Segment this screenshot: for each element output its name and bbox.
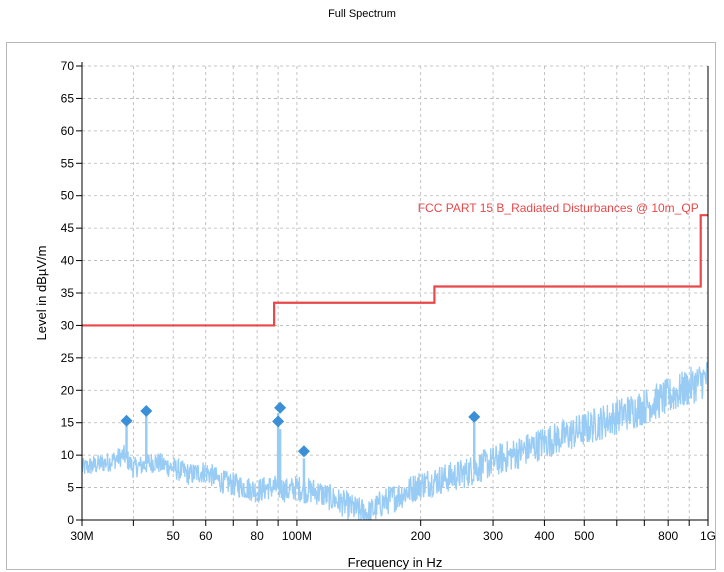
x-tick-label: 50 — [167, 529, 181, 543]
y-tick-label: 20 — [61, 383, 75, 397]
x-tick-label: 300 — [483, 529, 503, 543]
limit-line-group — [82, 214, 708, 327]
limit-line — [82, 214, 708, 327]
y-tick-label: 10 — [61, 448, 75, 462]
axes: 0 5 10 15 20 25 30 35 40 45 50 55 60 65 70 30M 50 60 80 100… — [61, 59, 716, 543]
peak-marker — [274, 401, 287, 414]
y-tick-label: 45 — [61, 221, 75, 235]
peak-marker — [468, 410, 481, 423]
y-tick-label: 35 — [61, 286, 75, 300]
peak-marker — [297, 445, 310, 458]
y-tick-label: 0 — [67, 513, 74, 527]
y-tick-label: 65 — [61, 91, 75, 105]
x-tick-label: 60 — [199, 529, 213, 543]
peak-marker — [140, 405, 153, 418]
x-tick-label: 500 — [574, 529, 594, 543]
y-tick-label: 30 — [61, 318, 75, 332]
x-tick-label: 800 — [658, 529, 678, 543]
spectrum-trace-group — [81, 362, 709, 521]
y-tick-label: 55 — [61, 156, 75, 170]
y-tick-label: 25 — [61, 351, 75, 365]
x-tick-label: 200 — [411, 529, 431, 543]
y-tick-label: 5 — [67, 481, 74, 495]
marker-group — [120, 401, 481, 458]
y-axis-title: Level in dBµV/m — [34, 246, 49, 341]
grid — [82, 65, 708, 520]
y-tick-label: 60 — [61, 124, 75, 138]
limit-line-label: FCC PART 15 B_Radiated Disturbances @ 10… — [418, 201, 699, 215]
x-tick-label: 1G — [700, 529, 716, 543]
x-tick-label: 100M — [282, 529, 312, 543]
chart-title: Full Spectrum — [328, 8, 396, 20]
y-tick-label: 15 — [61, 416, 75, 430]
x-axis-title: Frequency in Hz — [348, 555, 443, 570]
spectrum-trace — [81, 362, 709, 521]
peak-marker — [120, 414, 133, 427]
x-tick-label: 80 — [250, 529, 264, 543]
y-tick-label: 40 — [61, 254, 75, 268]
chart-frame — [6, 42, 716, 570]
y-tick-label: 50 — [61, 189, 75, 203]
x-tick-label: 30M — [70, 529, 93, 543]
x-tick-label: 400 — [534, 529, 554, 543]
peak-marker — [272, 415, 285, 428]
y-tick-label: 70 — [61, 59, 75, 73]
